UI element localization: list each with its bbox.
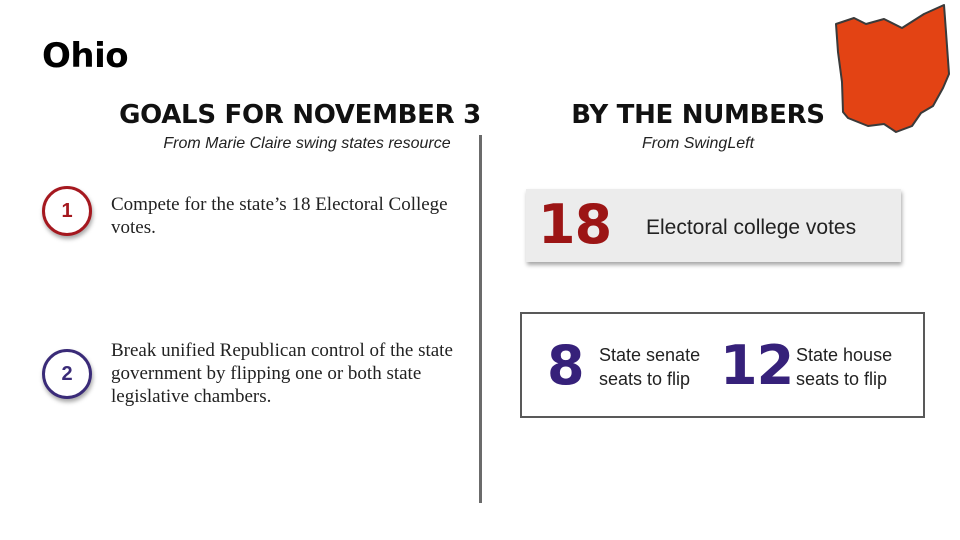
goal-badge-2: 2 [42,349,92,399]
house-seats-label: State house seats to flip [796,345,893,389]
goals-source: From Marie Claire swing states resource [163,135,451,152]
goal-badge-1: 1 [42,186,92,236]
page-title: Ohio [42,36,129,76]
column-divider [479,135,482,503]
electoral-votes-number: 18 [538,193,612,256]
senate-seats-label: State senate seats to flip [599,345,701,389]
legislature-card: 8 State senate seats to flip 12 State ho… [520,312,925,418]
numbers-heading: BY THE NUMBERS [571,100,825,130]
goal-number-2: 2 [61,362,73,385]
electoral-votes-label: Electoral college votes [646,216,857,239]
house-seats-number: 12 [720,334,794,397]
goals-heading: GOALS FOR NOVEMBER 3 [119,100,481,130]
goal-number-1: 1 [61,199,73,222]
senate-seats-number: 8 [547,334,585,397]
electoral-votes-card: 18 Electoral college votes [526,189,901,262]
ohio-map-icon [835,4,950,133]
goal-text-2: Break unified Republican control of the … [111,340,453,407]
goal-text-1: Compete for the state’s 18 Electoral Col… [111,194,448,238]
numbers-source: From SwingLeft [641,135,755,152]
